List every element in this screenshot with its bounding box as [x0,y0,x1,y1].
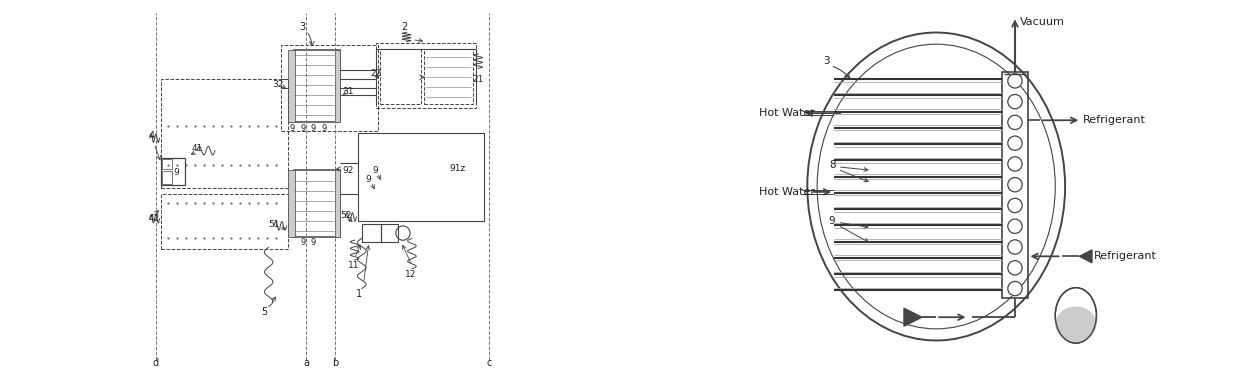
Text: 52: 52 [340,211,352,220]
Text: 9: 9 [372,166,378,175]
Text: d: d [153,358,159,368]
Text: 3: 3 [823,56,830,66]
Bar [289,50,295,122]
Text: c: c [486,358,491,368]
Ellipse shape [1055,288,1096,343]
Text: 91z: 91z [450,164,466,173]
Bar [358,133,484,220]
Text: 9: 9 [366,175,371,184]
Bar [161,158,185,185]
Text: Vacuum: Vacuum [1021,17,1065,27]
Bar [162,159,172,169]
Text: 9: 9 [174,168,180,177]
Text: Hot Water: Hot Water [759,187,815,197]
Polygon shape [1080,250,1092,263]
Text: 9: 9 [300,124,305,133]
Text: 92: 92 [342,166,353,175]
Bar [289,170,295,236]
Bar [362,224,382,242]
Bar [161,79,289,188]
Circle shape [1008,240,1022,254]
Circle shape [1008,136,1022,150]
Text: 9: 9 [311,124,316,133]
Circle shape [1008,261,1022,275]
Circle shape [1008,198,1022,213]
Circle shape [1008,157,1022,171]
Circle shape [1008,94,1022,109]
Text: 4: 4 [149,131,155,141]
Circle shape [1008,74,1022,88]
Text: 9: 9 [828,216,836,226]
Circle shape [1008,178,1022,192]
Text: 5: 5 [262,307,268,317]
Circle shape [1008,281,1022,296]
Text: a: a [304,358,309,368]
Text: 9: 9 [300,238,305,247]
Text: b: b [332,358,339,368]
Bar [161,194,289,249]
Polygon shape [904,308,921,326]
Bar [424,48,472,104]
Bar [281,45,378,131]
Text: 3: 3 [299,22,305,32]
Bar [335,50,340,122]
Text: 12: 12 [404,270,417,279]
Text: 9: 9 [321,124,327,133]
Bar [382,224,398,242]
Bar [294,50,340,122]
Text: 42: 42 [149,214,160,223]
Text: 11: 11 [347,261,358,270]
Text: Refrigerant: Refrigerant [1094,251,1157,261]
Text: 31: 31 [342,87,353,96]
Circle shape [1008,115,1022,129]
Text: 51: 51 [269,220,280,229]
Bar [379,48,420,104]
Text: 41: 41 [192,144,203,153]
Bar [1002,72,1028,298]
Text: Refrigerant: Refrigerant [1083,115,1146,125]
Text: 2: 2 [402,22,408,32]
Text: 8: 8 [828,160,836,170]
Text: 9: 9 [311,238,316,247]
Text: 21: 21 [472,75,484,84]
Bar [162,171,172,184]
Ellipse shape [1055,307,1096,342]
Circle shape [1008,219,1022,233]
Bar [335,170,340,236]
Text: Hot Water: Hot Water [759,108,815,118]
Text: 32: 32 [273,80,284,89]
Bar [294,170,340,236]
Text: 22: 22 [371,69,382,78]
Text: 9: 9 [289,124,295,133]
Text: 1: 1 [356,289,362,299]
Bar [376,43,476,108]
